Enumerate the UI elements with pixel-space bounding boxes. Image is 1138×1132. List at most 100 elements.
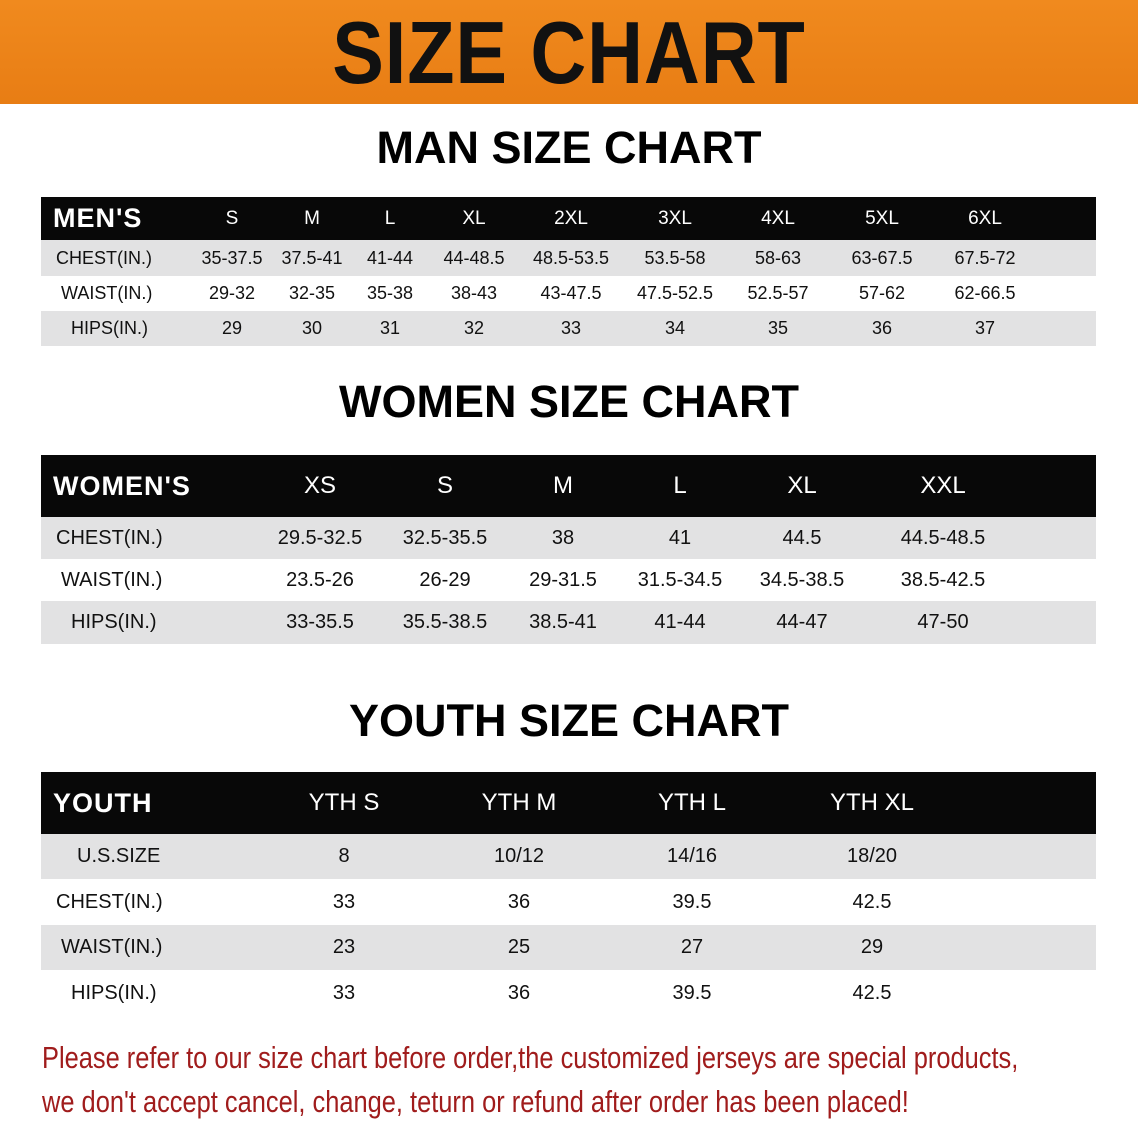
size-header-yth-l: YTH L [657,789,727,816]
size-header-xl: XL [787,472,817,499]
size-header-yth-s: YTH S [308,789,380,816]
order-notice: Please refer to our size chart before or… [42,1036,1018,1124]
table-cell: 41-44 [366,247,414,268]
table-cell: 44-48.5 [443,247,505,268]
table-cell: 52.5-57 [747,283,809,303]
table-cell: 44.5 [782,526,822,549]
table-cell: 42.5 [852,890,892,913]
table-cell: 35-38 [366,283,414,303]
row-label: HIPS(IN.) [71,318,149,338]
row-label: U.S.SIZE [77,845,161,867]
table-cell: 26-29 [419,568,471,591]
table-cell: 38-43 [450,283,498,303]
table-cell: 37.5-41 [281,247,343,268]
table-cell: 23.5-26 [286,568,354,591]
table-cell: 39.5 [672,890,712,913]
table-cell: 32 [463,318,485,338]
table-cell: 31.5-34.5 [637,568,723,591]
table-cell: 67.5-72 [954,247,1016,268]
table-cell: 27 [680,936,704,958]
size-header-l: L [673,472,687,499]
table-cell: 36 [871,318,893,338]
table-cell: 43-47.5 [540,283,602,303]
table-cell: 57-62 [858,283,906,303]
table-cell: 33 [332,890,356,913]
table-cell: 32-35 [288,283,336,303]
size-header-4xl: 4XL [761,207,795,229]
row-label: WAIST(IN.) [61,568,163,591]
table-cell: 44.5-48.5 [900,526,986,549]
row-label: WAIST(IN.) [61,936,163,958]
size-header-xs: XS [303,472,337,499]
table-cell: 41 [668,526,692,549]
table-cell: 37 [974,318,996,338]
size-header-yth-xl: YTH XL [829,789,915,816]
youth-section-title: YOUTH SIZE CHART [348,695,789,746]
row-label: WAIST(IN.) [61,283,153,303]
table-cell: 29 [221,318,243,338]
size-header-6xl: 6XL [968,207,1002,229]
men-header-label: MEN'S [53,203,143,233]
table-cell: 32.5-35.5 [402,526,488,549]
men-row-chest-in: CHEST(IN.) 35-37.5 37.5-41 41-44 44-48.5 48.5… [41,240,1096,276]
table-cell: 33-35.5 [286,611,354,633]
youth-header-row: YOUTH YTH S YTH M YTH L YTH XL [41,772,1096,834]
youth-row-hips-in: HIPS(IN.) 33 36 39.5 42.5 [41,970,1096,1016]
size-header-s: S [225,207,239,229]
table-cell: 41-44 [654,611,706,633]
size-header-2xl: 2XL [554,207,588,229]
youth-row-u-s-size: U.S.SIZE 8 10/12 14/16 18/20 [41,834,1096,879]
table-cell: 18/20 [846,845,898,867]
table-cell: 44-47 [776,611,828,633]
table-cell: 35 [767,318,789,338]
row-label: HIPS(IN.) [71,611,157,633]
table-cell: 25 [507,936,531,958]
table-cell: 36 [507,890,531,913]
women-row-hips-in: HIPS(IN.) 33-35.5 35.5-38.5 38.5-41 41-44 44-… [41,601,1096,644]
size-header-s: S [436,472,454,499]
table-cell: 31 [379,318,401,338]
women-row-chest-in: CHEST(IN.) 29.5-32.5 32.5-35.5 38 41 44.5 44.5… [41,517,1096,559]
row-label: CHEST(IN.) [56,526,163,549]
table-cell: 58-63 [754,247,802,268]
table-cell: 8 [338,845,350,867]
row-label: CHEST(IN.) [56,247,152,268]
table-cell: 29.5-32.5 [277,526,363,549]
size-header-xxl: XXL [920,472,966,499]
row-label: HIPS(IN.) [71,981,157,1004]
table-cell: 62-66.5 [954,283,1016,303]
table-cell: 14/16 [666,845,718,867]
table-cell: 35-37.5 [201,247,263,268]
table-cell: 47.5-52.5 [636,283,714,303]
size-header-l: L [384,207,396,229]
table-cell: 30 [301,318,323,338]
size-header-3xl: 3XL [658,207,692,229]
youth-header-label: YOUTH [53,787,153,818]
table-cell: 29-32 [208,283,256,303]
table-cell: 29 [860,936,884,958]
table-cell: 29-31.5 [529,568,597,591]
table-cell: 48.5-53.5 [532,247,610,268]
table-cell: 33 [560,318,582,338]
table-cell: 63-67.5 [851,247,913,268]
size-header-m: M [553,472,573,499]
table-cell: 53.5-58 [644,247,706,268]
table-cell: 33 [332,981,356,1004]
table-cell: 34 [664,318,686,338]
women-header-label: WOMEN'S [53,470,191,501]
women-section-title: WOMEN SIZE CHART [339,376,799,427]
order-notice-line-2: we don't accept cancel, change, teturn o… [42,1084,909,1119]
women-row-waist-in: WAIST(IN.) 23.5-26 26-29 29-31.5 31.5-34.5 34… [41,559,1096,601]
youth-row-waist-in: WAIST(IN.) 23 25 27 29 [41,925,1096,970]
size-header-yth-m: YTH M [481,789,557,816]
men-header-row: MEN'S S M L XL 2XL 3XL 4XL 5XL 6XL [41,197,1096,240]
header-banner: SIZE CHART [0,0,1138,104]
table-cell: 23 [332,936,356,958]
table-cell: 38.5-42.5 [900,568,986,591]
women-size-table: WOMEN'S XS S M L XL XXL CHEST(IN.) 29.5-32.5 32.5… [41,455,1096,645]
table-cell: 10/12 [493,845,545,867]
table-cell: 38.5-41 [529,611,597,633]
men-section-title: MAN SIZE CHART [376,122,762,173]
table-cell: 42.5 [852,981,892,1004]
men-row-waist-in: WAIST(IN.) 29-32 32-35 35-38 38-43 43-47.5 47.… [41,276,1096,311]
